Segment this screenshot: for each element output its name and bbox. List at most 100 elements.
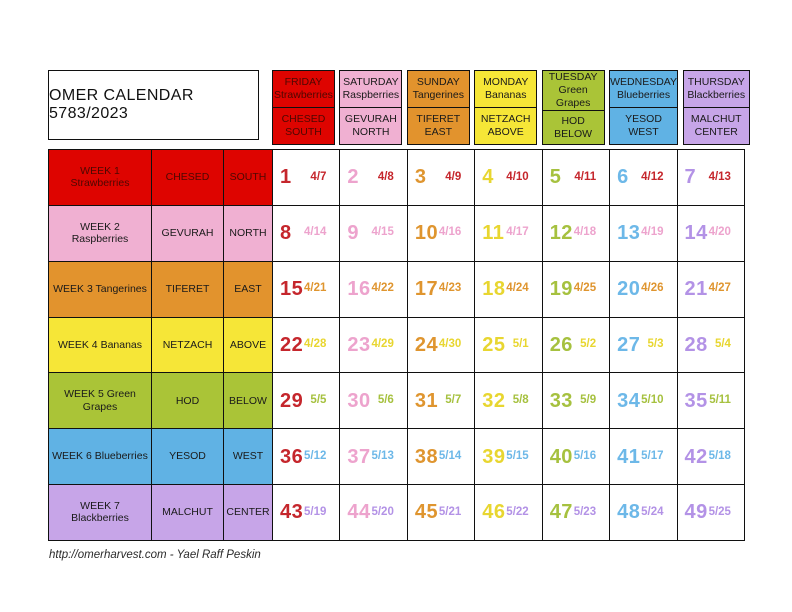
sefirah-name: HOD [561,114,585,127]
omer-day-date: 5/24 [641,505,664,518]
week-direction: SOUTH [224,150,273,206]
omer-day-date: 5/23 [573,505,597,518]
omer-day-date: 4/23 [438,282,462,295]
direction-name: ABOVE [487,126,524,138]
omer-day-date: 5/16 [573,449,597,462]
omer-day-number: 18 [482,278,506,301]
omer-day-8: 8 4/14 [273,205,341,262]
day-header-block: FRIDAY Strawberries CHESED SOUTH [272,70,339,145]
omer-day-date: 4/29 [371,338,394,351]
day-header-row: FRIDAY Strawberries CHESED SOUTH SATURDAY Ras… [272,70,750,145]
omer-day-number: 28 [684,333,708,356]
omer-day-date: 4/14 [304,226,327,239]
omer-day-number: 22 [280,333,304,356]
day-name: MONDAY [483,75,529,88]
omer-day-34: 34 5/10 [610,373,678,430]
omer-day-number: 45 [414,501,439,524]
omer-day-number: 19 [549,278,573,301]
sefirah-direction-cell: YESOD WEST [610,108,677,144]
omer-day-number: 48 [617,501,641,524]
omer-day-number: 37 [347,445,371,468]
omer-day-number: 4 [482,166,494,189]
week-direction: WEST [224,429,273,486]
week-label: WEEK 2 Raspberries [49,205,152,262]
omer-day-number: 36 [280,445,304,468]
omer-day-date: 5/22 [506,505,529,518]
omer-day-46: 46 5/22 [475,485,543,541]
omer-day-number: 9 [347,222,360,245]
week-sefirah: TIFERET [152,261,224,318]
omer-day-23: 23 4/29 [340,317,408,374]
omer-day-number: 34 [617,389,641,412]
fruit-name: Tangerines [412,89,464,101]
week-sefirah: MALCHUT [152,485,224,541]
omer-day-date: 4/22 [371,282,394,295]
day-name: SUNDAY [416,75,460,88]
omer-day-24: 24 4/30 [407,317,476,374]
omer-day-date: 4/15 [371,226,394,239]
omer-day-29: 29 5/5 [273,373,341,430]
omer-day-date: 5/13 [371,449,394,462]
omer-day-date: 5/25 [708,505,731,518]
week-sefirah: GEVURAH [152,205,224,262]
omer-day-number: 39 [482,445,506,468]
omer-day-date: 5/4 [714,338,731,351]
sefirah-direction-cell: NETZACH ABOVE [475,108,536,144]
omer-day-5: 5 4/11 [542,150,611,206]
omer-day-number: 17 [414,278,439,301]
omer-day-number: 38 [414,445,439,468]
omer-day-11: 11 4/17 [475,205,543,262]
sefirah-name: YESOD [625,112,662,125]
omer-day-15: 15 4/21 [273,261,341,318]
week-direction: BELOW [224,373,273,430]
day-fruit-cell: MONDAY Bananas [475,71,537,108]
day-name: WEDNESDAY [610,75,678,88]
omer-day-number: 42 [684,445,708,468]
sefirah-name: NETZACH [480,112,531,125]
day-name: THURSDAY [687,75,745,88]
omer-day-date: 5/20 [371,505,394,518]
week-direction: EAST [224,261,273,318]
omer-day-date: 5/17 [641,449,664,462]
omer-day-date: 4/16 [438,226,462,239]
omer-day-39: 39 5/15 [475,429,543,486]
omer-day-date: 4/25 [573,282,597,295]
day-header-block: MONDAY Bananas NETZACH ABOVE [474,70,541,145]
omer-day-date: 4/20 [708,226,731,239]
week-label: WEEK 4 Bananas [49,317,152,374]
omer-day-date: 4/13 [708,170,731,183]
omer-day-22: 22 4/28 [273,317,341,374]
week-direction: NORTH [224,205,273,262]
week-label: WEEK 7 Blackberries [49,485,152,541]
fruit-name: Bananas [485,89,527,101]
day-header-block: SATURDAY Raspberries GEVURAH NORTH [339,70,406,145]
week-sefirah: YESOD [152,429,224,486]
omer-day-date: 5/19 [304,505,327,518]
omer-day-number: 43 [280,501,304,524]
omer-day-number: 47 [549,501,573,524]
omer-day-number: 32 [482,389,506,412]
sefirah-direction-cell: CHESED SOUTH [273,108,334,144]
day-header-saturday: SATURDAY Raspberries GEVURAH NORTH [339,70,403,145]
omer-day-date: 4/24 [506,282,529,295]
omer-day-number: 16 [347,278,371,301]
sefirah-direction-cell: TIFERET EAST [408,108,469,144]
omer-day-48: 48 5/24 [610,485,678,541]
omer-day-10: 10 4/16 [407,205,476,262]
omer-day-18: 18 4/24 [475,261,543,318]
omer-day-date: 5/12 [304,449,327,462]
footer-credit: http://omerharvest.com - Yael Raff Peski… [49,549,261,561]
omer-day-49: 49 5/25 [677,485,745,541]
week-label: WEEK 6 Blueberries [49,429,152,486]
omer-day-1: 1 4/7 [273,150,341,206]
omer-day-number: 6 [617,166,629,189]
omer-day-date: 4/9 [445,170,462,183]
sefirah-name: GEVURAH [344,112,397,125]
fruit-name: Green Grapes [555,84,591,110]
omer-day-30: 30 5/6 [340,373,408,430]
omer-day-date: 5/7 [445,393,462,406]
day-fruit-cell: FRIDAY Strawberries [273,71,334,108]
omer-day-date: 5/9 [580,393,597,406]
fruit-name: Strawberries [273,89,333,101]
day-header-monday: MONDAY Bananas NETZACH ABOVE [474,70,538,145]
